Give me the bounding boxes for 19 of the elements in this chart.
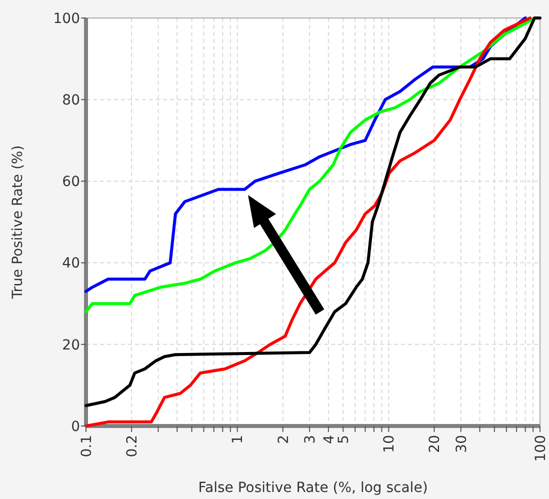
x-tick-label: 20: [427, 435, 444, 453]
y-tick-label: 20: [62, 337, 80, 354]
y-tick-label: 40: [62, 256, 80, 272]
y-tick-label: 0: [71, 418, 80, 435]
x-tick-label: 100: [532, 435, 549, 462]
y-tick-label: 60: [62, 174, 80, 190]
y-tick-label: 100: [53, 10, 80, 27]
x-tick-label: 0.2: [124, 435, 140, 458]
x-tick-label: 3: [302, 435, 318, 444]
x-tick-label: 4: [321, 434, 338, 444]
x-tick-label: 5: [336, 435, 352, 444]
y-tick-label: 80: [62, 92, 80, 108]
x-tick-label: 10: [382, 435, 398, 453]
y-axis-title: True Positive Rate (%): [10, 145, 26, 300]
x-tick-label: 30: [454, 435, 470, 453]
x-axis-title: False Positive Rate (%, log scale): [198, 480, 428, 496]
x-tick-label: 1: [230, 435, 246, 444]
x-tick-label: 2: [276, 435, 292, 444]
x-tick-label: 0.1: [78, 435, 95, 458]
